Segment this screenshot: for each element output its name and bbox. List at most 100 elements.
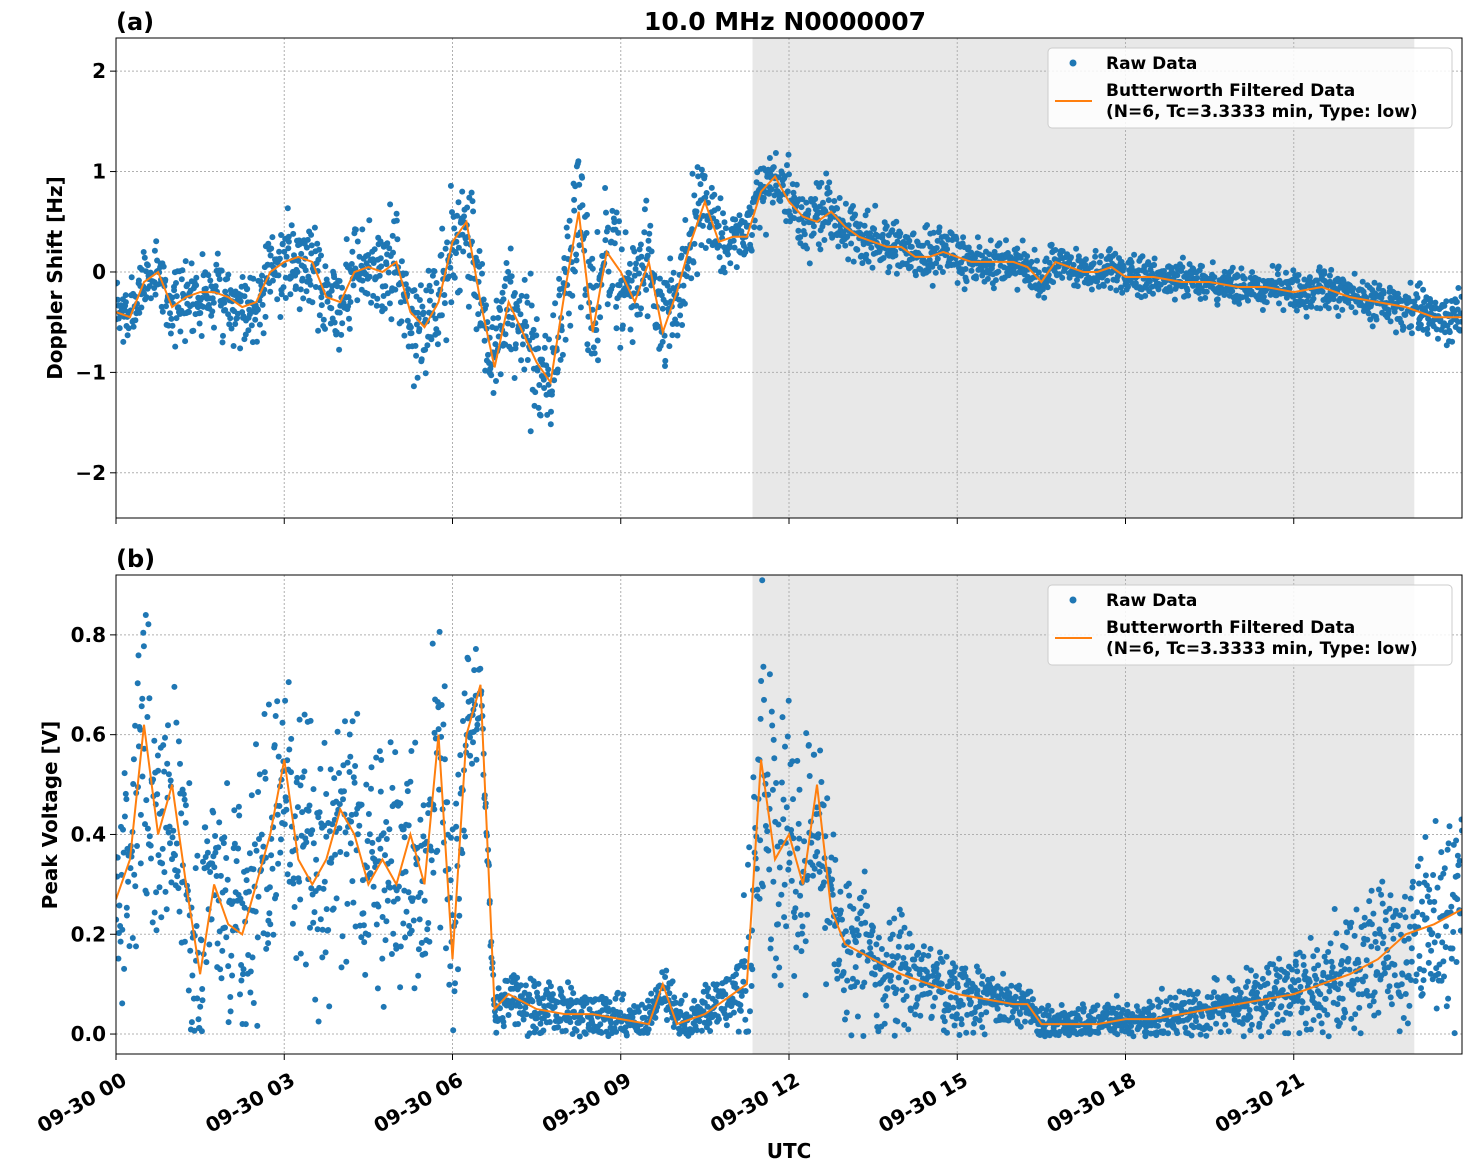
raw-data-point [388, 316, 395, 323]
raw-data-point [674, 332, 681, 339]
raw-data-point [1027, 988, 1034, 995]
raw-data-point [407, 778, 414, 785]
raw-data-point [992, 277, 999, 284]
raw-data-point [176, 908, 183, 915]
raw-data-point [559, 995, 566, 1001]
raw-data-point [402, 281, 409, 288]
raw-data-point [173, 280, 179, 286]
raw-data-point [754, 886, 761, 893]
raw-data-point [1279, 1016, 1286, 1023]
raw-data-point [797, 234, 804, 241]
raw-data-point [423, 287, 430, 294]
raw-data-point [389, 784, 396, 791]
raw-data-point [782, 743, 788, 750]
raw-data-point [375, 903, 382, 910]
raw-data-point [497, 307, 504, 313]
raw-data-point [499, 289, 506, 296]
raw-data-point [481, 337, 488, 344]
raw-data-point [333, 329, 340, 336]
raw-data-point [284, 871, 291, 878]
raw-data-point [1209, 1013, 1216, 1020]
raw-data-point [1095, 1029, 1102, 1036]
raw-data-point [1328, 266, 1335, 273]
raw-data-point [924, 222, 930, 229]
raw-data-point [470, 739, 476, 746]
raw-data-point [1317, 305, 1324, 312]
raw-data-point [321, 739, 328, 746]
raw-data-point [641, 206, 648, 213]
raw-data-point [336, 770, 342, 776]
raw-data-point [557, 356, 564, 363]
raw-data-point [549, 991, 556, 998]
raw-data-point [159, 845, 166, 852]
raw-data-point [326, 828, 333, 835]
raw-data-point [146, 283, 153, 290]
raw-data-point [865, 258, 872, 265]
raw-data-point [378, 263, 385, 270]
raw-data-point [346, 325, 353, 332]
butterworth-filtered-line [116, 174, 1462, 386]
raw-data-point [336, 278, 343, 284]
raw-data-point [505, 1012, 512, 1018]
raw-data-point [1006, 990, 1013, 997]
raw-data-point [302, 267, 309, 274]
raw-data-point [203, 959, 210, 966]
raw-data-point [1179, 254, 1186, 261]
raw-data-point [556, 292, 563, 299]
raw-data-point [188, 260, 195, 267]
raw-data-point [678, 997, 685, 1004]
raw-data-point [920, 943, 927, 950]
raw-data-point [691, 997, 698, 1004]
raw-data-point [559, 351, 566, 358]
raw-data-point [490, 390, 497, 396]
raw-data-point [716, 254, 723, 261]
raw-data-point [363, 781, 370, 788]
raw-data-point [1070, 261, 1077, 268]
raw-data-point [294, 804, 301, 811]
raw-data-point [766, 190, 772, 197]
raw-data-point [802, 938, 809, 945]
raw-data-point [1420, 286, 1427, 293]
raw-data-point [342, 718, 348, 725]
raw-data-point [275, 272, 282, 279]
raw-data-point [842, 242, 849, 249]
raw-data-point [220, 332, 226, 339]
raw-data-point [646, 230, 653, 237]
raw-data-point [451, 274, 458, 281]
raw-data-point [678, 252, 685, 259]
raw-data-point [540, 1027, 547, 1034]
raw-data-point [1135, 1007, 1142, 1014]
raw-data-point [1150, 290, 1156, 297]
raw-data-point [1229, 264, 1236, 271]
raw-data-point [397, 800, 404, 807]
raw-data-point [768, 708, 775, 715]
raw-data-point [1296, 1030, 1303, 1037]
raw-data-point [116, 902, 123, 909]
raw-data-point [331, 319, 338, 326]
raw-data-point [388, 951, 395, 957]
raw-data-point [246, 888, 252, 895]
raw-data-point [364, 864, 370, 871]
raw-data-point [370, 883, 377, 890]
raw-data-point [789, 758, 796, 765]
raw-data-point [211, 864, 218, 871]
raw-data-point [958, 1016, 965, 1023]
raw-data-point [802, 992, 809, 999]
raw-data-point [1114, 1031, 1121, 1038]
raw-data-point [152, 291, 159, 298]
raw-data-point [1151, 255, 1158, 262]
raw-data-point [225, 963, 232, 970]
raw-data-point [422, 346, 429, 353]
raw-data-point [860, 1033, 867, 1039]
raw-data-point [796, 835, 803, 842]
raw-data-point [296, 241, 303, 248]
raw-data-point [449, 912, 456, 919]
raw-data-point [334, 728, 341, 735]
raw-data-point [1303, 304, 1310, 311]
raw-data-point [791, 215, 798, 222]
raw-data-point [179, 786, 186, 793]
raw-data-point [1131, 251, 1138, 258]
raw-data-point [151, 247, 158, 254]
raw-data-point [141, 745, 148, 752]
raw-data-point [1272, 986, 1279, 993]
